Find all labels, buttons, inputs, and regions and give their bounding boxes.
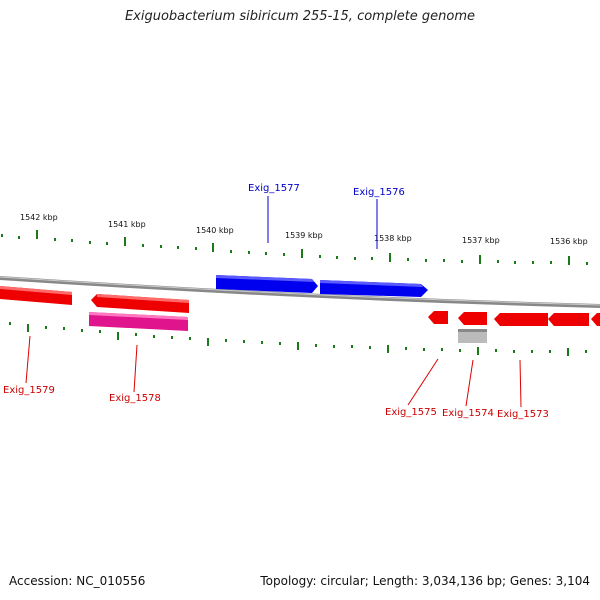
gene-label-exig-1573[interactable]: Exig_1573 [497, 409, 549, 420]
gene-reverse-extra[interactable] [548, 313, 589, 326]
kbp-label: 1540 kbp [196, 226, 234, 235]
gene-label-exig-1577[interactable]: Exig_1577 [248, 183, 300, 194]
kbp-label: 1541 kbp [108, 220, 146, 229]
map-title: Exiguobacterium sibiricum 255-15, comple… [124, 9, 476, 24]
kbp-label: 1536 kbp [550, 237, 588, 246]
gene-exig-1574[interactable] [458, 312, 487, 325]
gene-label-exig-1574[interactable]: Exig_1574 [442, 408, 494, 419]
leader-line [519, 359, 522, 408]
leader-line [25, 335, 31, 384]
bottom-tick-row [9, 322, 587, 356]
leader-line [133, 344, 138, 393]
gene-label-exig-1576[interactable]: Exig_1576 [353, 187, 405, 198]
accession-text: Accession: NC_010556 [9, 574, 146, 588]
gene-label-exig-1579[interactable]: Exig_1579 [3, 385, 55, 396]
gene-label-exig-1578[interactable]: Exig_1578 [109, 393, 161, 404]
gene-exig-1573[interactable] [494, 313, 548, 326]
gene-label-exig-1575[interactable]: Exig_1575 [385, 407, 437, 418]
kbp-label: 1538 kbp [374, 234, 412, 243]
top-tick-row [1, 230, 588, 265]
leader-line [407, 358, 439, 406]
genome-summary-text: Topology: circular; Length: 3,034,136 bp… [260, 574, 590, 588]
gene-exig-1575[interactable] [428, 311, 448, 324]
kbp-label: 1542 kbp [20, 213, 58, 222]
gene-reverse-edge[interactable] [591, 313, 600, 326]
genome-backbone [0, 276, 600, 308]
leader-line [465, 359, 474, 407]
pseudo-gene-exig-1574[interactable] [458, 329, 487, 343]
kbp-label: 1539 kbp [285, 231, 323, 240]
kbp-label: 1537 kbp [462, 236, 500, 245]
